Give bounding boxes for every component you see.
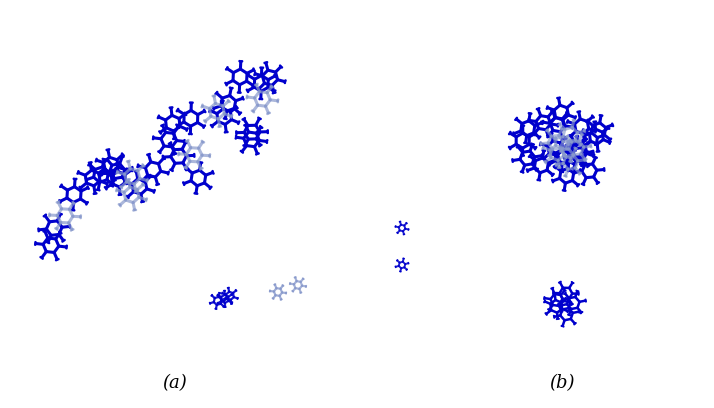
Text: (b): (b) (549, 374, 575, 392)
Text: (a): (a) (163, 374, 187, 392)
